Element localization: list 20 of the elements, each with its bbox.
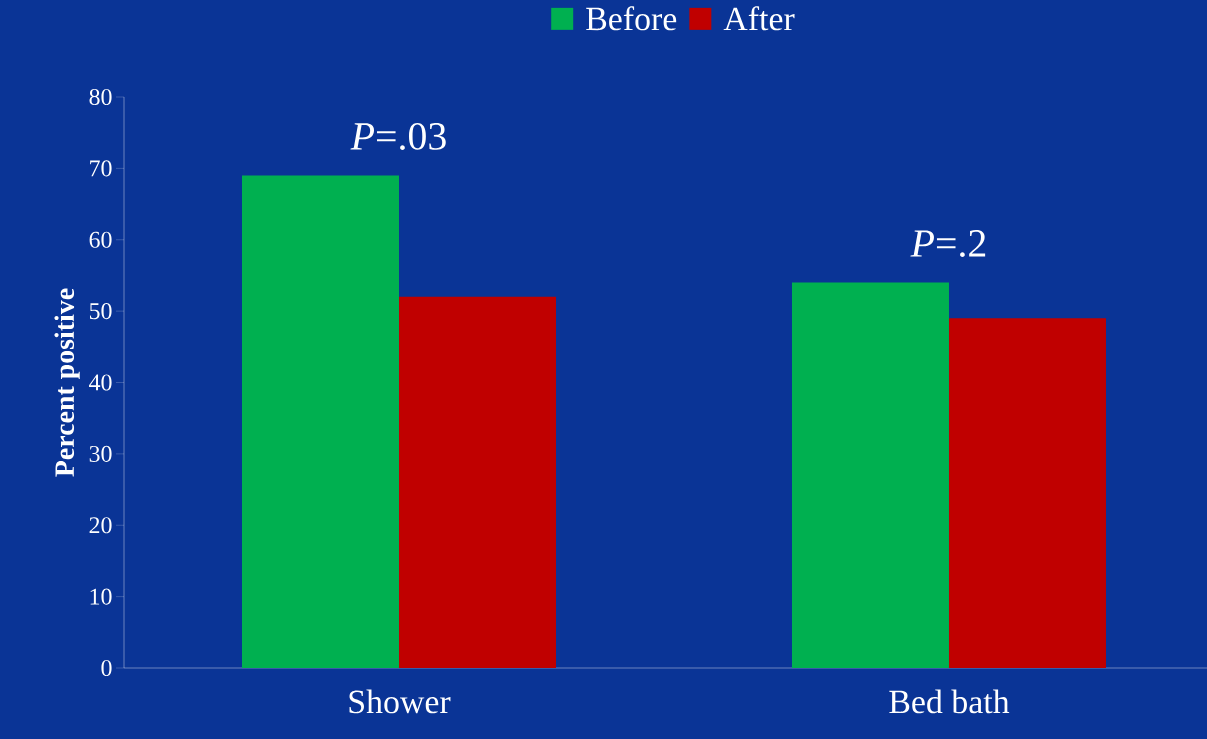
y-tick-label: 20 [89,517,112,534]
y-tick-label: 70 [90,160,112,177]
legend-label: Before [586,6,677,31]
bar [948,318,1106,668]
y-tick-label: 30 [89,445,112,462]
y-tick-label: 40 [89,374,112,391]
y-axis-title: Percent positive [54,288,80,477]
y-tick-label: 60 [89,231,112,248]
legend-label: After [723,6,795,31]
annotation: P=.2 [910,230,986,258]
bar [399,296,556,668]
bar [791,282,949,668]
x-tick-label: Shower [349,689,451,714]
y-tick-label: 80 [89,88,112,106]
bar [242,175,399,668]
y-tick-label: 50 [89,303,112,320]
x-tick-label: Bed bath [889,689,1010,714]
y-tick-label: 10 [90,588,112,605]
annotation: P=.03 [350,122,446,150]
y-tick-label: 0 [101,659,112,677]
